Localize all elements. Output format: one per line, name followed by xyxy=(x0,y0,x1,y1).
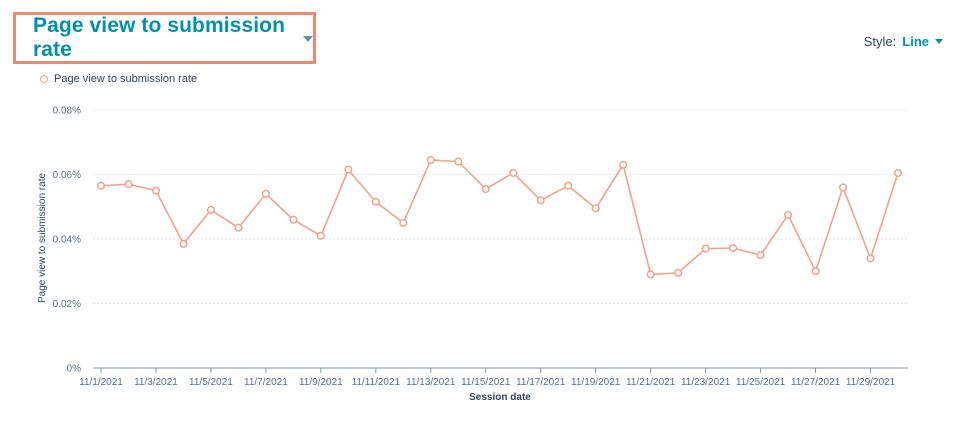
y-tick-label: 0.02% xyxy=(53,299,81,310)
x-tick-label: 11/1/2021 xyxy=(79,377,123,388)
data-point[interactable] xyxy=(701,244,710,253)
data-point[interactable] xyxy=(151,186,161,195)
x-tick-label: 11/15/2021 xyxy=(461,377,511,388)
data-point[interactable] xyxy=(124,180,133,189)
data-point[interactable] xyxy=(536,196,545,205)
style-label: Style: xyxy=(863,34,897,49)
x-tick-label: 11/17/2021 xyxy=(516,377,566,388)
style-selector[interactable]: Style: Line xyxy=(864,34,943,49)
data-point[interactable] xyxy=(591,204,600,213)
data-point[interactable] xyxy=(481,184,490,194)
x-tick-label: 11/21/2021 xyxy=(626,377,676,388)
x-axis-title: Session date xyxy=(469,392,531,403)
data-point[interactable] xyxy=(234,223,243,232)
x-tick-label: 11/27/2021 xyxy=(791,377,841,388)
chart-legend: Page view to submission rate xyxy=(40,73,197,85)
data-point[interactable] xyxy=(893,168,903,177)
legend-label: Page view to submission rate xyxy=(54,73,198,85)
y-axis-title: Page view to submission rate xyxy=(37,173,48,304)
data-point[interactable] xyxy=(838,183,848,192)
data-point[interactable] xyxy=(619,160,628,169)
x-tick-label: 11/25/2021 xyxy=(736,377,786,388)
x-tick-label: 11/29/2021 xyxy=(846,377,896,388)
data-point[interactable] xyxy=(96,181,106,190)
x-tick-label: 11/13/2021 xyxy=(406,377,456,388)
data-point[interactable] xyxy=(454,157,463,166)
data-point[interactable] xyxy=(811,267,820,276)
x-tick-label: 11/7/2021 xyxy=(244,377,288,388)
data-point[interactable] xyxy=(179,239,188,248)
data-point[interactable] xyxy=(371,197,380,206)
data-point[interactable] xyxy=(206,205,215,215)
x-tick-label: 11/3/2021 xyxy=(134,377,178,388)
x-tick-label: 11/5/2021 xyxy=(189,377,233,388)
style-chevron-down-icon[interactable] xyxy=(935,39,943,44)
data-point[interactable] xyxy=(426,155,435,165)
data-point[interactable] xyxy=(261,189,270,198)
style-value[interactable]: Line xyxy=(902,34,929,49)
chevron-down-icon[interactable] xyxy=(303,36,313,42)
data-point[interactable] xyxy=(756,251,765,260)
data-point[interactable] xyxy=(866,254,875,263)
x-tick-label: 11/11/2021 xyxy=(352,377,401,388)
data-point[interactable] xyxy=(674,268,683,277)
x-tick-label: 11/19/2021 xyxy=(571,377,621,388)
data-point[interactable] xyxy=(729,243,738,253)
metric-selector[interactable]: Page view to submission rate xyxy=(13,12,316,64)
data-point[interactable] xyxy=(646,270,655,279)
x-tick-label: 11/9/2021 xyxy=(299,377,343,388)
series-line xyxy=(100,159,899,276)
data-point[interactable] xyxy=(344,165,353,174)
y-tick-label: 0.04% xyxy=(53,235,81,246)
data-point[interactable] xyxy=(564,181,573,190)
data-point[interactable] xyxy=(316,231,325,240)
data-point[interactable] xyxy=(289,215,298,224)
y-tick-label: 0% xyxy=(67,364,82,375)
data-point[interactable] xyxy=(509,168,518,177)
data-point[interactable] xyxy=(399,218,408,227)
x-tick-label: 11/23/2021 xyxy=(681,377,731,388)
legend-marker-icon xyxy=(40,75,48,83)
y-tick-label: 0.06% xyxy=(53,170,81,181)
data-point[interactable] xyxy=(784,210,793,219)
y-tick-label: 0.08% xyxy=(53,106,81,117)
metric-title: Page view to submission rate xyxy=(33,14,286,61)
